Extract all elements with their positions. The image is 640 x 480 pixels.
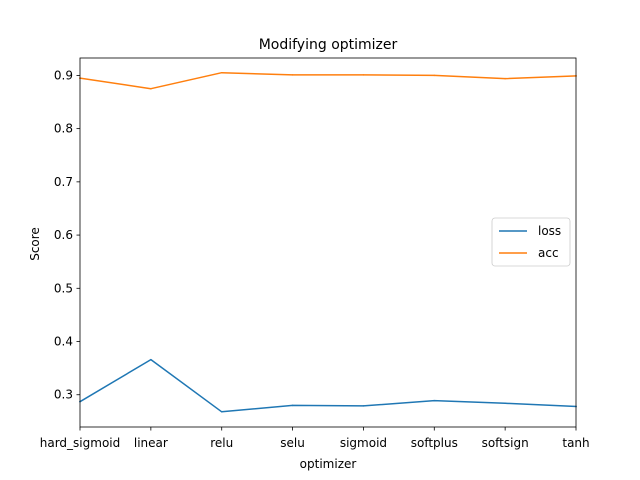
- y-tick-label: 0.6: [54, 228, 73, 242]
- data-point-loss-sigmoid: [362, 405, 365, 407]
- data-point-acc-sigmoid: [362, 74, 365, 76]
- legend: loss acc: [491, 217, 571, 267]
- y-tick-label: 0.9: [54, 68, 73, 82]
- x-tick-label: linear: [134, 436, 168, 450]
- data-point-acc-relu: [220, 71, 223, 74]
- x-tick-label: sigmoid: [340, 436, 387, 450]
- y-tick-label: 0.8: [54, 122, 73, 136]
- legend-label-loss: loss: [538, 224, 561, 238]
- data-point-acc-softplus: [433, 74, 436, 77]
- chart-title: Modifying optimizer: [259, 37, 398, 53]
- data-point-acc-selu: [291, 74, 294, 76]
- data-point-loss-selu: [291, 404, 294, 407]
- series-line-loss: [78, 358, 577, 413]
- plot-area: 0.3 0.4 0.5 0.6 0.7 0.8 0.9 hard_sigmoid linear r…: [40, 57, 590, 450]
- data-point-acc-linear: [150, 87, 152, 90]
- legend-box: [491, 217, 571, 267]
- x-tick-label: hard_sigmoid: [40, 436, 120, 450]
- data-point-loss-relu: [220, 411, 223, 413]
- legend-label-acc: acc: [538, 246, 559, 260]
- x-tick-label: relu: [210, 436, 233, 450]
- x-tick-label: softplus: [411, 436, 458, 450]
- plot-frame: [79, 57, 577, 428]
- data-point-loss-softplus: [433, 399, 436, 402]
- x-tick-label: softsign: [482, 436, 529, 450]
- data-point-loss-softsign: [504, 402, 506, 405]
- x-axis-label: optimizer: [300, 457, 357, 471]
- y-tick-label: 0.7: [54, 175, 73, 189]
- data-point-acc-softsign: [504, 77, 506, 80]
- x-tick-label: selu: [280, 436, 305, 450]
- y-axis-label: Score: [28, 227, 42, 261]
- data-point-loss-linear: [150, 358, 152, 361]
- y-tick-label: 0.3: [54, 388, 73, 402]
- series-line-acc: [79, 71, 577, 90]
- x-tick-label: tanh: [562, 436, 589, 450]
- y-tick-label: 0.5: [54, 281, 73, 295]
- y-tick-label: 0.4: [54, 335, 73, 349]
